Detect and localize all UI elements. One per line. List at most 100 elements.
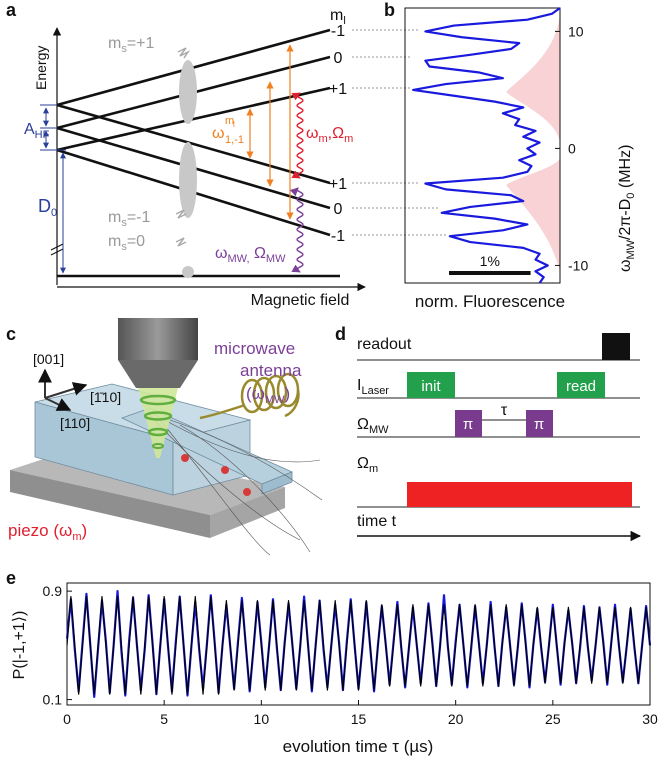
antenna-label: (ωMW)	[246, 384, 290, 406]
spin-lobes	[179, 60, 197, 278]
panel-label: a	[6, 0, 17, 20]
mw-pulse	[526, 410, 553, 437]
x-axis-label: norm. Fluorescence	[415, 292, 565, 311]
cantilever-part	[181, 454, 189, 462]
channel-label-sub: MW	[369, 424, 389, 436]
antenna-coil-part	[284, 389, 300, 418]
y-tick-label: 0.1	[43, 692, 63, 708]
piezo-block-part	[10, 470, 210, 538]
pulse-label: read	[566, 378, 596, 395]
spin-label: ms=+1	[108, 35, 155, 55]
channel-label: Ωm	[357, 455, 378, 475]
laser-pulse	[557, 372, 605, 398]
spin-label-sub: s	[121, 241, 127, 253]
piezo-label-part: )	[81, 521, 87, 540]
level-line	[56, 103, 331, 185]
laser-beam-part	[138, 388, 178, 458]
crystal-axes-part	[44, 397, 72, 411]
antenna-coil-part	[252, 376, 276, 412]
spin-label: ms=-1	[108, 209, 151, 229]
spin-label-part: =+1	[127, 35, 155, 52]
antenna-coil-part	[199, 403, 246, 420]
antenna-coil-part	[264, 374, 288, 410]
hf-label: AHF	[24, 121, 50, 141]
antenna-label-sub: MW	[265, 394, 285, 406]
theory-shading	[506, 158, 560, 272]
x-tick-label: 20	[448, 711, 464, 727]
x-tick-label: 10	[254, 711, 270, 727]
antenna-coil-part	[240, 378, 264, 414]
level-label: -1	[331, 228, 345, 245]
mech-label-sub: m	[319, 133, 328, 145]
y-tick-label: -10	[568, 257, 588, 273]
antenna-label: antenna	[240, 361, 302, 380]
panel-label: b	[384, 0, 395, 20]
x-tick-label: 15	[351, 711, 367, 727]
hf-text: A	[24, 121, 35, 138]
spin-label-part: m	[108, 35, 121, 52]
d0-text: D	[38, 196, 51, 216]
spin-label-part: =0	[127, 233, 145, 250]
objective	[118, 318, 198, 388]
cantilever-modes-part	[179, 424, 311, 553]
panel-label: e	[6, 568, 16, 588]
d0-label: D0	[38, 196, 57, 219]
channel-label-part: I	[357, 377, 361, 394]
y-label-sub: MW	[625, 239, 637, 259]
axis-label: Energy	[33, 46, 49, 90]
mechanical-drive	[407, 482, 632, 507]
cantilever-modes-part	[149, 414, 301, 541]
axis-label: Magnetic field	[251, 292, 350, 309]
crystal-axes-part	[44, 382, 88, 399]
x-tick-label: 5	[160, 711, 168, 727]
axis-direction: [110]	[60, 415, 90, 431]
y-axis-label: P(|-1,+1⟩)	[11, 611, 28, 680]
axis-direction: [001]	[33, 351, 64, 367]
panel-b: b norm. Fluorescence ωMW/2π-D0 (MHz) -10…	[384, 0, 637, 311]
laser-beam-part	[139, 394, 177, 406]
ml-text: m	[330, 7, 343, 24]
microwave-drive-arrow	[289, 187, 304, 273]
channel-label-sub: m	[369, 463, 378, 475]
laser-beam-part	[152, 443, 164, 449]
pulse-label: π	[534, 416, 544, 433]
squiggles	[175, 47, 191, 247]
channel-label: ILaser	[357, 377, 389, 397]
x-tick-label: 30	[642, 711, 658, 727]
x-tick-label: 0	[63, 711, 71, 727]
mw-label-part: ω	[215, 245, 228, 262]
channel-label-sub: Laser	[361, 385, 389, 397]
readout-pulse	[602, 333, 630, 360]
objective-part	[118, 360, 198, 388]
x-tick-label: 25	[545, 711, 561, 727]
mechanical-drive-arrow	[291, 92, 304, 179]
pulse-label: init	[421, 378, 441, 395]
squiggles-part	[177, 47, 191, 59]
spin-lobes-part	[179, 142, 197, 218]
piezo-label-sub: m	[72, 531, 81, 543]
tau-label: τ	[501, 402, 508, 419]
y-label-part: ω	[617, 260, 634, 273]
y-tick-label: 10	[568, 23, 584, 39]
panel-label: c	[6, 324, 16, 344]
panel-e: e evolution time τ (µs) P(|-1,+1⟩) 0 5 10 1…	[6, 568, 658, 756]
y-label-part: (MHz)	[617, 145, 634, 193]
scale-bar-label: 1%	[480, 253, 500, 269]
piezo-label-part: piezo (ω	[8, 521, 72, 540]
mw-label-sub: MW	[266, 253, 286, 265]
crystal-axes	[38, 368, 88, 411]
laser-beam	[138, 388, 178, 458]
cantilever-modes-part	[159, 419, 271, 556]
piezo-block-part	[210, 487, 285, 538]
label-backdrop	[4, 518, 120, 542]
level-labels: -1 0 +1 +1 0 -1	[329, 23, 347, 245]
mw-pulse	[455, 410, 482, 437]
squiggles-part	[175, 209, 187, 219]
antenna-label-part: (ω	[246, 384, 265, 403]
antenna-label-part: )	[284, 384, 290, 403]
hf-sub: HF	[35, 129, 50, 141]
channel-label: ΩMW	[357, 416, 389, 436]
